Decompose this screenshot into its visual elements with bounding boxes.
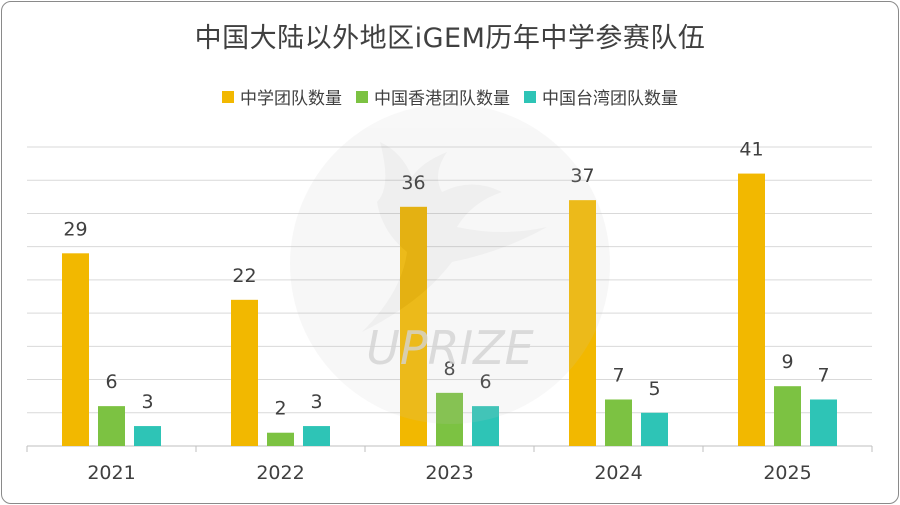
bar-中国香港团队数量: [436, 392, 463, 446]
legend-label-1: 中国香港团队数量: [374, 89, 510, 109]
data-label: 37: [570, 165, 594, 187]
legend: 中学团队数量 中国香港团队数量 中国台湾团队数量: [2, 84, 898, 109]
data-label: 29: [63, 218, 87, 240]
bar-中学团队数量: [400, 206, 427, 446]
bar-中国台湾团队数量: [303, 426, 330, 446]
data-label: 6: [105, 371, 117, 393]
legend-swatch-2: [524, 90, 536, 103]
data-label: 41: [739, 139, 763, 161]
legend-label-0: 中学团队数量: [240, 89, 342, 109]
bar-中国香港团队数量: [605, 399, 632, 446]
legend-item-series-1: 中国香港团队数量: [356, 84, 510, 109]
bar-中国香港团队数量: [98, 406, 125, 446]
legend-swatch-0: [222, 90, 234, 103]
legend-swatch-1: [356, 90, 368, 103]
bar-中学团队数量: [569, 200, 596, 446]
bar-中国台湾团队数量: [810, 399, 837, 446]
x-tick-label: 2024: [594, 462, 642, 484]
bar-中学团队数量: [62, 253, 89, 446]
legend-item-series-2: 中国台湾团队数量: [524, 84, 678, 109]
bar-中国台湾团队数量: [641, 412, 668, 446]
x-tick-label: 2021: [87, 462, 135, 484]
data-label: 36: [401, 172, 425, 194]
data-label: 22: [232, 265, 256, 287]
data-label: 2: [274, 398, 286, 420]
data-label: 7: [612, 364, 624, 386]
bar-中学团队数量: [738, 173, 765, 447]
bar-中国香港团队数量: [774, 386, 801, 446]
legend-label-2: 中国台湾团队数量: [542, 89, 678, 109]
x-tick-label: 2025: [763, 462, 811, 484]
data-label: 3: [141, 391, 153, 413]
chart-title: 中国大陆以外地区iGEM历年中学参赛队伍: [194, 23, 706, 54]
data-label: 7: [817, 364, 829, 386]
data-label: 6: [479, 371, 491, 393]
bar-中国台湾团队数量: [472, 406, 499, 446]
data-label: 9: [781, 351, 793, 373]
bar-中学团队数量: [231, 299, 258, 446]
legend-item-series-0: 中学团队数量: [222, 84, 342, 109]
x-tick-label: 2022: [256, 462, 304, 484]
bar-中国台湾团队数量: [134, 426, 161, 446]
data-label: 5: [648, 378, 660, 400]
x-tick-label: 2023: [425, 462, 473, 484]
data-label: 3: [310, 391, 322, 413]
bar-中国香港团队数量: [267, 432, 294, 446]
data-label: 8: [443, 358, 455, 380]
